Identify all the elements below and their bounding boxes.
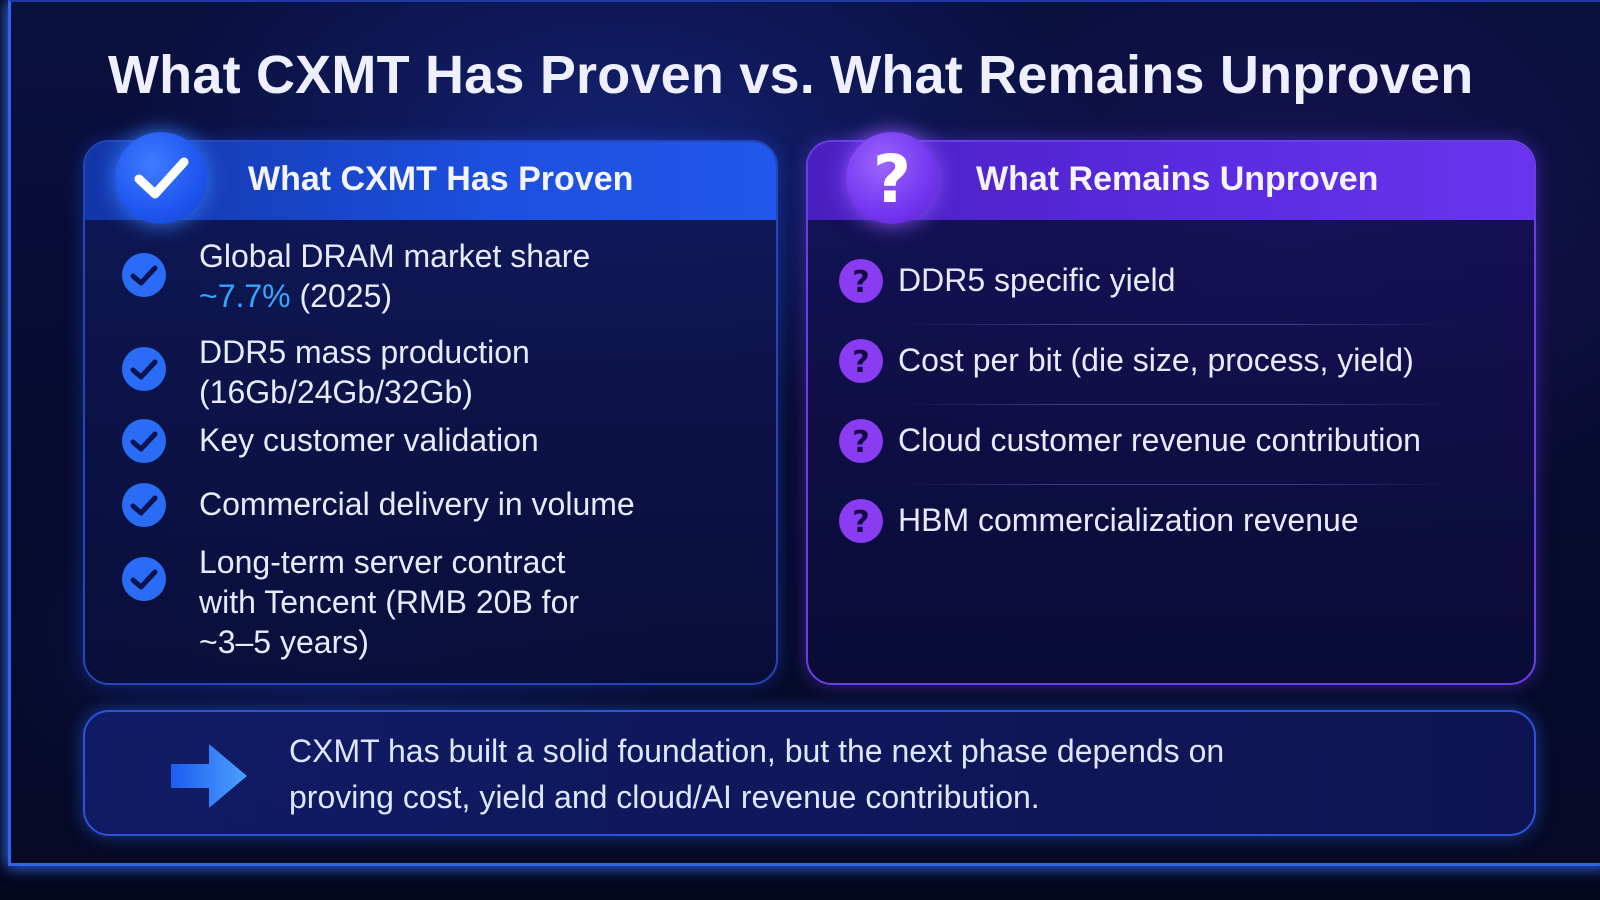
unproven-list: ? DDR5 specific yield ? Cost per bit (di…: [808, 220, 1534, 683]
proven-panel-title: What CXMT Has Proven: [248, 160, 634, 198]
svg-text:?: ?: [852, 425, 869, 460]
svg-text:?: ?: [852, 265, 869, 300]
market-share-value: ~7.7%: [199, 278, 291, 314]
slide-title: What CXMT Has Proven vs. What Remains Un…: [108, 45, 1474, 105]
divider: [898, 324, 1454, 325]
slide-frame: What CXMT Has Proven vs. What Remains Un…: [8, 0, 1600, 866]
list-item-text: Cloud customer revenue contribution: [898, 422, 1421, 458]
list-item-text: DDR5 specific yield: [898, 262, 1176, 298]
check-circle-icon: [121, 252, 167, 298]
question-circle-icon: ?: [838, 418, 884, 464]
check-circle-icon: [121, 418, 167, 464]
list-item-text: HBM commercialization revenue: [898, 502, 1359, 538]
question-circle-icon: ?: [838, 338, 884, 384]
svg-text:?: ?: [852, 505, 869, 540]
list-item-text: Cost per bit (die size, process, yield): [898, 342, 1414, 378]
unproven-panel: ? What Remains Unproven ? DDR5 specific …: [806, 132, 1536, 685]
summary-text: CXMT has built a solid foundation, but t…: [289, 733, 1225, 815]
svg-text:?: ?: [852, 345, 869, 380]
list-item-text: DDR5 mass production (16Gb/24Gb/32Gb): [199, 334, 530, 410]
unproven-panel-header: ? What Remains Unproven: [808, 132, 1534, 224]
summary-box: CXMT has built a solid foundation, but t…: [83, 710, 1536, 836]
divider: [898, 484, 1454, 485]
unproven-panel-title: What Remains Unproven: [976, 160, 1379, 198]
question-circle-icon: ?: [838, 258, 884, 304]
proven-panel-header: What CXMT Has Proven: [85, 132, 776, 224]
checkmark-icon: [115, 132, 207, 224]
check-circle-icon: [121, 346, 167, 392]
list-item-text: Global DRAM market share ~7.7% (2025): [199, 238, 591, 314]
arrow-right-icon: [167, 738, 251, 814]
check-circle-icon: [121, 556, 167, 602]
divider: [898, 404, 1454, 405]
list-item-text: Commercial delivery in volume: [199, 486, 635, 522]
svg-text:?: ?: [873, 141, 911, 218]
question-mark-icon: ?: [846, 132, 938, 224]
proven-list: Global DRAM market share ~7.7% (2025) DD…: [85, 220, 776, 683]
list-item-text: Long-term server contract with Tencent (…: [199, 544, 580, 660]
check-circle-icon: [121, 482, 167, 528]
question-circle-icon: ?: [838, 498, 884, 544]
list-item-text: Key customer validation: [199, 422, 539, 458]
proven-panel: What CXMT Has Proven Global DRAM market …: [83, 132, 778, 685]
